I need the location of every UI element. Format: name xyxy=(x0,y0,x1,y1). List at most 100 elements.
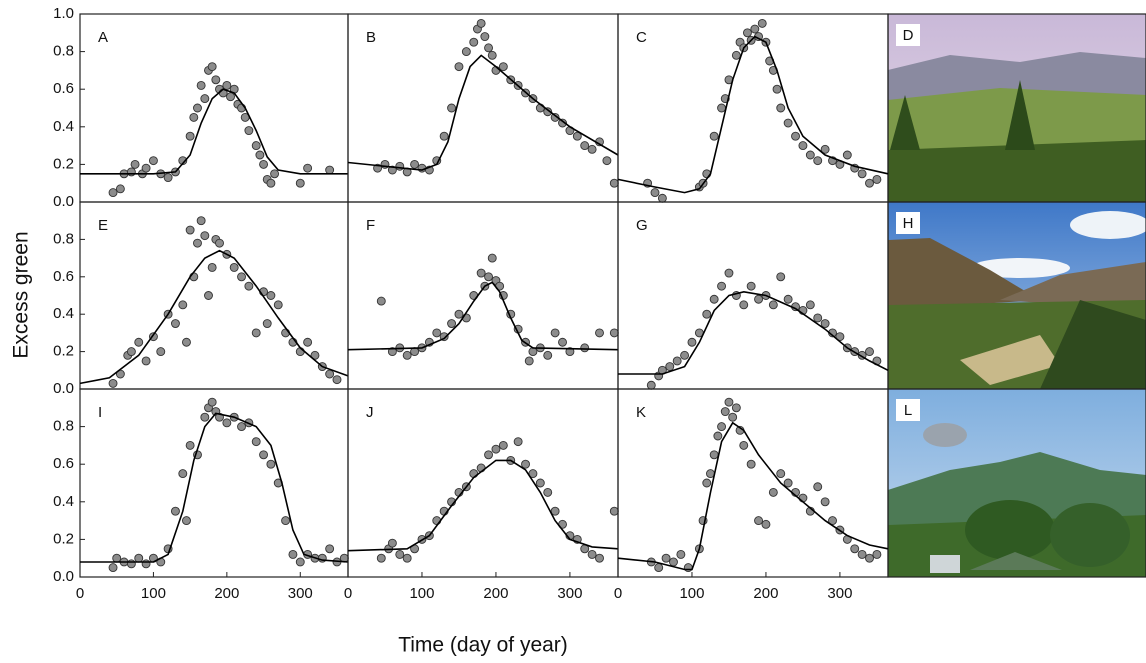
data-point xyxy=(432,328,442,338)
data-point xyxy=(325,369,335,379)
photo-label: H xyxy=(903,215,914,232)
data-point xyxy=(842,150,852,160)
x-tick-label: 100 xyxy=(679,585,704,602)
data-point xyxy=(535,478,545,488)
panel-label: E xyxy=(98,217,108,234)
data-point xyxy=(126,167,136,177)
data-point xyxy=(395,549,405,559)
data-point xyxy=(454,62,464,72)
fit-line xyxy=(347,459,619,552)
y-tick-label: 0.6 xyxy=(53,268,74,285)
data-point xyxy=(820,497,830,507)
data-point xyxy=(731,50,741,60)
data-point xyxy=(524,356,534,366)
data-point xyxy=(126,559,136,569)
data-point xyxy=(237,422,246,432)
panel-label: J xyxy=(366,404,374,421)
y-tick-label: 0.2 xyxy=(53,530,74,547)
data-point xyxy=(185,225,195,235)
data-point xyxy=(772,84,782,94)
data-point xyxy=(325,165,335,175)
data-point xyxy=(850,544,860,554)
data-point xyxy=(724,268,734,278)
data-point xyxy=(182,516,191,526)
x-tick-label: 300 xyxy=(827,585,852,602)
y-tick-label: 0.6 xyxy=(53,80,74,97)
data-point xyxy=(196,80,206,90)
panel-label: I xyxy=(98,404,102,421)
data-point xyxy=(108,378,118,388)
data-point xyxy=(768,487,778,497)
data-point xyxy=(273,300,283,310)
data-point xyxy=(178,469,188,479)
data-point xyxy=(141,163,151,173)
data-point xyxy=(513,437,523,447)
data-point xyxy=(402,350,412,360)
x-tick-label: 300 xyxy=(557,585,582,602)
data-point xyxy=(543,350,553,360)
data-point xyxy=(487,50,497,60)
data-point xyxy=(484,272,493,282)
data-point xyxy=(447,103,457,113)
y-tick-label: 0.4 xyxy=(53,305,74,322)
data-point xyxy=(654,563,664,573)
data-point xyxy=(550,112,560,122)
data-point xyxy=(776,469,786,479)
panel-label: A xyxy=(98,29,108,46)
data-point xyxy=(255,150,265,160)
data-point xyxy=(395,161,405,171)
data-point xyxy=(743,28,752,38)
data-point xyxy=(461,47,471,57)
data-point xyxy=(134,553,144,563)
data-point xyxy=(130,159,140,169)
data-point xyxy=(550,328,560,338)
x-tick-label: 200 xyxy=(483,585,508,602)
data-point xyxy=(757,18,767,28)
data-point xyxy=(717,281,727,291)
fit-line xyxy=(80,88,348,175)
data-point xyxy=(498,62,508,72)
data-point xyxy=(783,118,793,128)
data-point xyxy=(602,156,612,166)
data-point xyxy=(376,296,386,306)
data-point xyxy=(303,163,313,173)
data-point xyxy=(872,549,882,559)
data-point xyxy=(251,328,261,338)
panel-label: K xyxy=(636,404,646,421)
data-point xyxy=(865,347,874,357)
data-point xyxy=(680,350,690,360)
data-point xyxy=(580,141,590,151)
data-point xyxy=(215,238,224,248)
data-point xyxy=(115,184,125,194)
data-point xyxy=(182,337,191,347)
photo-label-box xyxy=(896,24,920,46)
data-point xyxy=(163,173,173,183)
y-tick-label: 0.0 xyxy=(53,380,74,397)
data-point xyxy=(469,37,479,47)
data-point xyxy=(193,238,202,248)
data-point xyxy=(259,159,269,169)
x-tick-label: 100 xyxy=(409,585,434,602)
data-point xyxy=(126,347,136,357)
data-point xyxy=(134,337,144,347)
data-point xyxy=(791,131,800,141)
data-point xyxy=(805,300,815,310)
x-tick-label: 0 xyxy=(614,585,622,602)
data-point xyxy=(731,403,741,413)
photo-h xyxy=(888,202,1146,389)
data-point xyxy=(528,347,538,357)
fit-line xyxy=(80,412,349,563)
data-point xyxy=(204,291,213,300)
data-point xyxy=(820,144,830,154)
plot-frame xyxy=(79,388,349,578)
data-point xyxy=(229,263,239,272)
data-point xyxy=(281,516,291,526)
y-tick-label: 0.2 xyxy=(53,343,74,360)
data-point xyxy=(761,519,771,529)
y-tick-label: 0.6 xyxy=(53,455,74,472)
fit-line xyxy=(347,54,619,171)
data-point xyxy=(813,482,823,492)
data-point xyxy=(746,281,756,291)
data-point xyxy=(595,328,604,338)
